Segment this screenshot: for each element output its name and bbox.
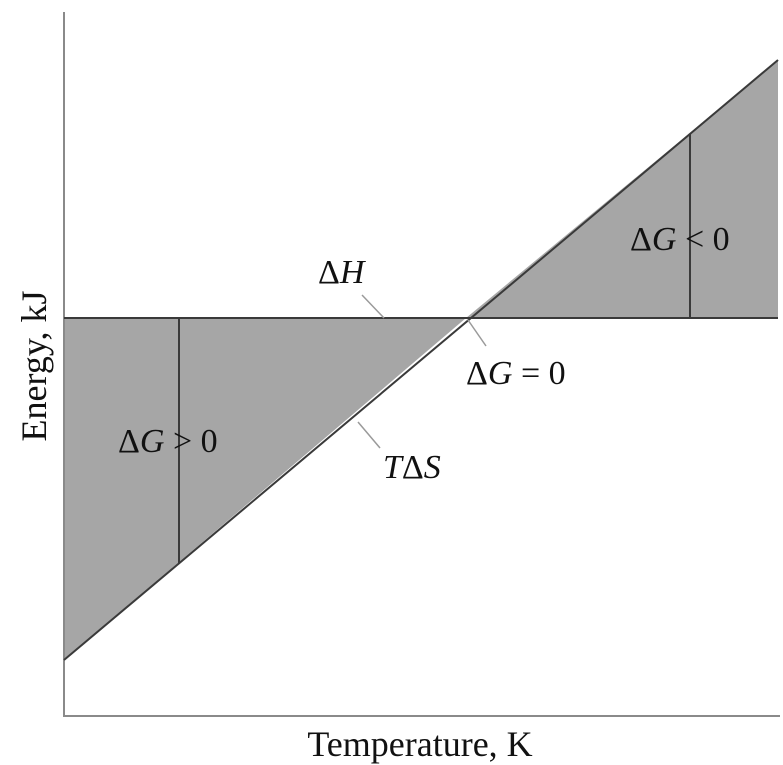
- dg-negative-delta: Δ: [630, 221, 652, 258]
- t-delta-s-leader: [357, 421, 381, 449]
- delta-h-delta: Δ: [318, 254, 340, 291]
- delta-h-symbol: H: [339, 254, 367, 291]
- x-axis-label: Temperature, K: [307, 724, 532, 764]
- dg-negative-label: ΔG < 0: [630, 221, 730, 258]
- dg-zero-delta: Δ: [466, 355, 488, 392]
- dg-positive-rest: > 0: [164, 423, 217, 460]
- dg-zero-symbol: G: [488, 355, 513, 392]
- t-delta-s-delta: Δ: [402, 449, 424, 486]
- dg-negative-rest: < 0: [676, 221, 729, 258]
- dg-positive-symbol: G: [140, 423, 165, 460]
- y-axis-label: Energy, kJ: [14, 291, 54, 442]
- dg-positive-label: ΔG > 0: [118, 423, 218, 460]
- dg-zero-leader: [467, 319, 487, 347]
- t-delta-s-t: T: [383, 449, 404, 486]
- t-delta-s-symbol: S: [424, 449, 441, 486]
- delta-h-leader: [361, 294, 385, 319]
- dg-zero-label: ΔG = 0: [466, 355, 566, 392]
- dg-zero-rest: = 0: [512, 355, 565, 392]
- dg-positive-delta: Δ: [118, 423, 140, 460]
- delta-h-label: ΔH: [318, 254, 367, 291]
- t-delta-s-label: TΔS: [383, 449, 441, 486]
- dg-negative-symbol: G: [652, 221, 677, 258]
- t-delta-s-line: [63, 59, 779, 661]
